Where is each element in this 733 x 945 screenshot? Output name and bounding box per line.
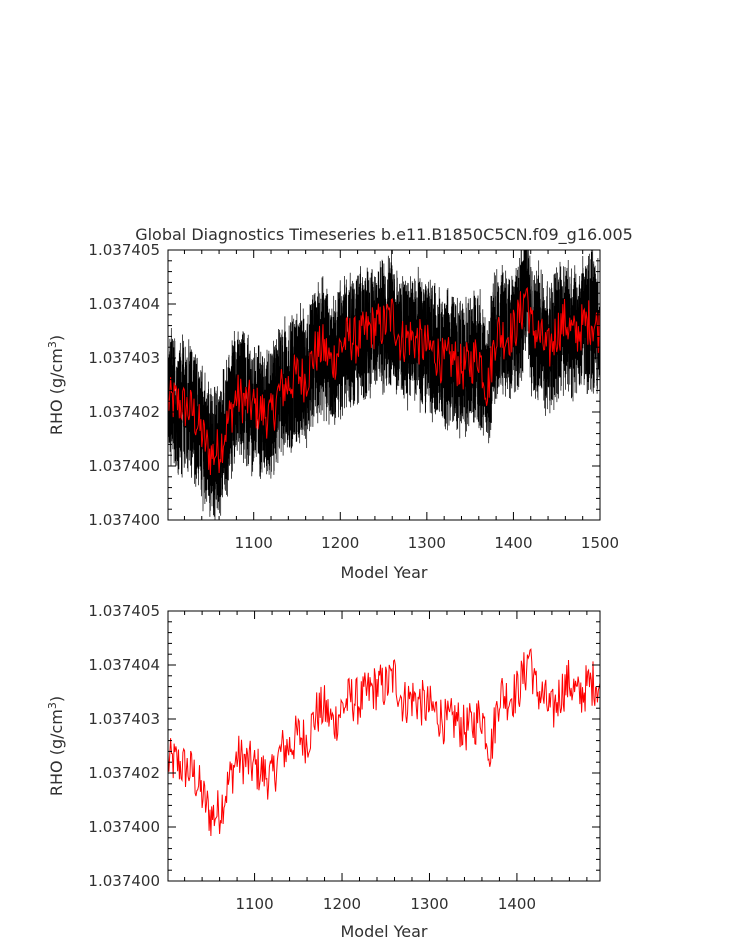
y-tick-label: 1.037404 xyxy=(88,656,160,674)
top-y-axis-title: RHO (g/cm3) xyxy=(46,335,66,435)
top-axis-ticks: 1100 1200 1300 1400 1500 1.037400 1.037400 1.03… xyxy=(88,241,619,552)
y-tick-label: 1.037402 xyxy=(88,764,160,782)
top-x-axis-title: Model Year xyxy=(341,563,428,582)
x-tick-label: 1200 xyxy=(323,895,361,913)
y-tick-label: 1.037400 xyxy=(88,818,160,836)
y-tick-label: 1.037403 xyxy=(88,349,160,367)
annual-series-red xyxy=(167,287,601,476)
bottom-axis-ticks: 1100 1200 1300 1400 1.037400 1.037400 1.037402… xyxy=(88,602,600,913)
y-tick-label: 1.037405 xyxy=(88,241,160,259)
annual-series-line-bottom xyxy=(167,648,601,837)
chart-title: Global Diagnostics Timeseries b.e11.B185… xyxy=(135,225,633,245)
y-tick-label: 1.037405 xyxy=(88,602,160,620)
y-tick-label: 1.037400 xyxy=(88,511,160,529)
x-tick-label: 1100 xyxy=(235,534,273,552)
top-chart-panel: 1100 1200 1300 1400 1500 1.037400 1.037400 1.03… xyxy=(46,241,619,582)
top-plot-frame xyxy=(167,249,601,521)
y-tick-label: 1.037400 xyxy=(88,872,160,890)
monthly-series-black xyxy=(167,249,601,521)
x-tick-label: 1100 xyxy=(235,895,273,913)
monthly-series-line xyxy=(167,249,601,521)
bottom-x-axis-title: Model Year xyxy=(341,922,428,941)
bottom-chart-panel: 1100 1200 1300 1400 1.037400 1.037400 1.037402… xyxy=(46,602,601,941)
x-tick-label: 1500 xyxy=(581,534,619,552)
annual-series-line xyxy=(167,287,601,476)
x-tick-label: 1400 xyxy=(498,895,536,913)
x-tick-label: 1200 xyxy=(321,534,359,552)
y-tick-label: 1.037404 xyxy=(88,295,160,313)
bottom-y-axis-title: RHO (g/cm3) xyxy=(46,696,66,796)
x-tick-label: 1300 xyxy=(410,895,448,913)
x-tick-label: 1400 xyxy=(494,534,532,552)
y-tick-label: 1.037402 xyxy=(88,403,160,421)
annual-series-red-bottom xyxy=(167,648,601,837)
bottom-plot-frame xyxy=(167,610,601,882)
y-tick-label: 1.037400 xyxy=(88,457,160,475)
y-tick-label: 1.037403 xyxy=(88,710,160,728)
x-tick-label: 1300 xyxy=(408,534,446,552)
